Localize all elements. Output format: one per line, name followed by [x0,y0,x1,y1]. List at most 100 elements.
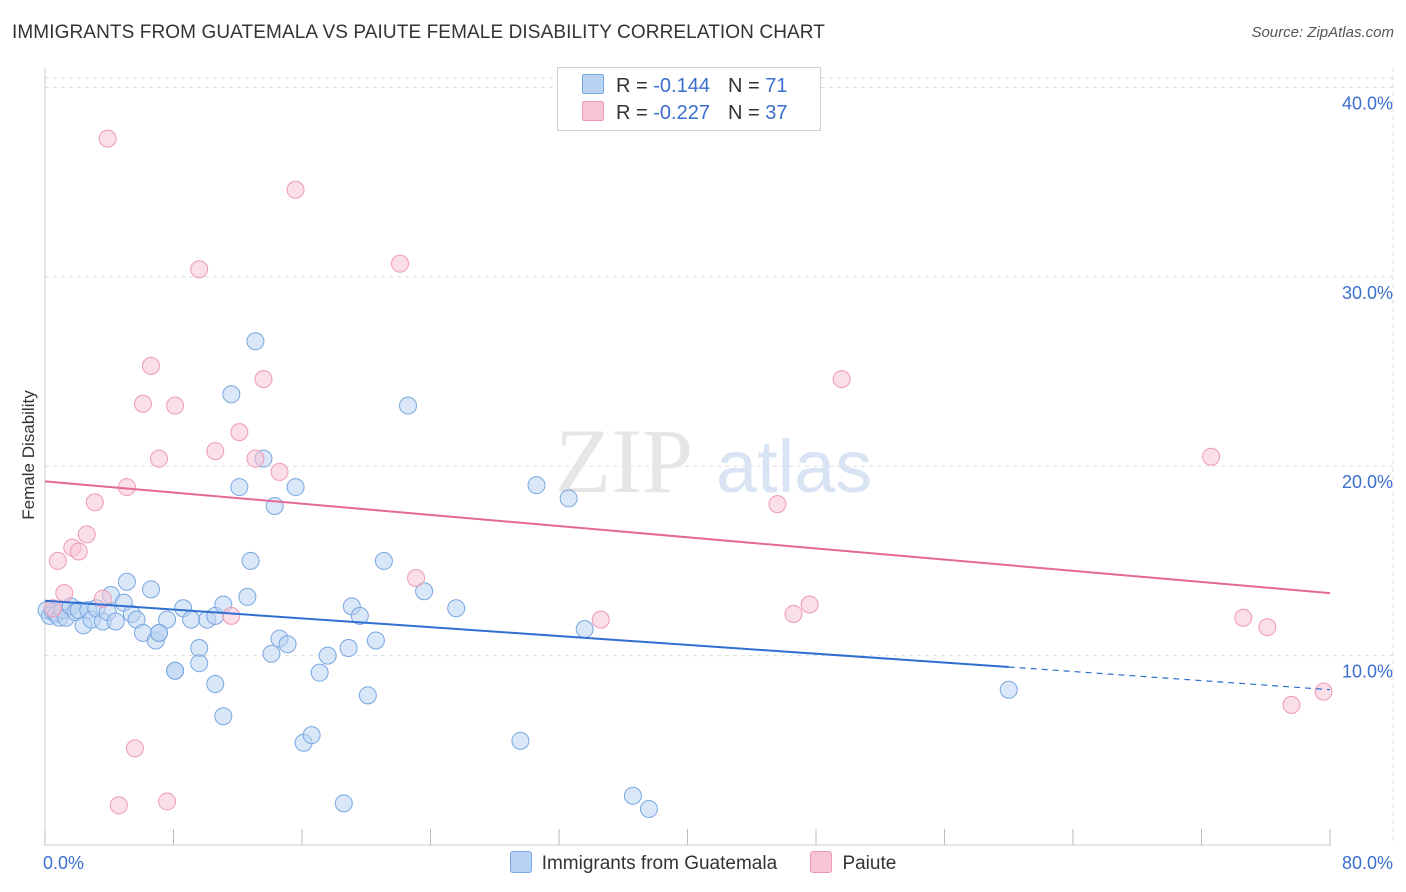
guatemala-point-62 [575,620,594,639]
guatemala-point-60 [527,476,546,495]
paiute-point-7 [93,589,112,608]
paiute-point-25 [390,254,409,273]
legend-swatch-pink [582,101,604,121]
guatemala-point-26 [158,610,177,629]
paiute-point-29 [784,604,803,623]
paiute-point-0 [44,599,63,618]
guatemala-point-52 [350,606,369,625]
paiute-point-19 [222,606,241,625]
x-tick-label-0: 0.0% [43,853,84,873]
legend-label-guatemala: Immigrants from Guatemala [541,853,778,874]
paiute-point-6 [85,493,104,512]
paiute-point-26 [407,568,426,587]
series-guatemala-points [37,332,1018,819]
guatemala-point-19 [117,572,136,591]
watermark-atlas: atlas [716,425,872,508]
paiute-point-8 [98,129,117,148]
chart-title: IMMIGRANTS FROM GUATEMALA VS PAIUTE FEMA… [12,22,825,43]
source-label: Source: ZipAtlas.com [1251,24,1394,41]
guatemala-point-54 [366,631,385,650]
axes [44,68,1331,846]
guatemala-point-65 [999,680,1018,699]
guatemala-point-37 [241,551,260,570]
series-legend: Immigrants from Guatemala Paiute [0,851,1406,875]
guatemala-point-48 [318,646,337,665]
guatemala-point-57 [415,582,434,601]
paiute-point-2 [55,584,74,603]
legend-r-label: R = [616,75,654,97]
legend-item-guatemala[interactable]: Immigrants from Guatemala [509,851,778,875]
paiute-point-12 [133,394,152,413]
paiute-point-24 [286,180,305,199]
paiute-point-17 [190,260,209,279]
legend-n-value: 37 [765,102,788,124]
x-tick-label-1: 80.0% [1342,853,1393,873]
guatemala-point-46 [302,726,321,745]
paiute-point-32 [1202,447,1221,466]
guatemala-point-49 [334,794,353,813]
guatemala-point-61 [559,489,578,508]
guatemala-point-66 [214,707,233,726]
paiute-point-4 [69,542,88,561]
guatemala-trend-line [44,599,1009,668]
paiute-point-1 [48,551,67,570]
legend-n-label: N = [727,75,766,97]
guatemala-point-43 [278,635,297,654]
legend-item-paiute[interactable]: Paiute [810,851,896,875]
stats-legend: R = -0.144 N = 71 R = -0.227 N = 37 [557,67,821,131]
guatemala-point-30 [190,639,209,658]
paiute-point-28 [768,495,787,514]
trend-lines [44,480,1331,691]
paiute-point-16 [166,396,185,415]
paiute-point-18 [206,442,225,461]
guatemala-point-55 [374,551,393,570]
paiute-point-35 [1282,695,1301,714]
tick-labels: 10.0% 20.0% 30.0% 40.0% 0.0% 80.0% [43,93,1393,873]
guatemala-point-58 [447,599,466,618]
paiute-point-14 [150,449,169,468]
legend-swatch-blue [582,74,604,94]
guatemala-point-44 [286,478,305,497]
watermark-zip: ZIP [555,410,693,512]
paiute-point-34 [1258,618,1277,637]
guatemala-point-56 [399,396,418,415]
guatemala-point-64 [639,800,658,819]
guatemala-point-47 [310,663,329,682]
guatemala-point-67 [206,675,225,694]
y-tick-label-1: 20.0% [1342,472,1393,492]
guatemala-point-38 [246,332,265,351]
paiute-point-9 [109,796,128,815]
legend-row-guatemala: R = -0.144 N = 71 [582,74,787,100]
guatemala-point-29 [182,610,201,629]
paiute-point-23 [270,462,289,481]
paiute-point-20 [230,423,249,442]
y-tick-label-2: 30.0% [1342,283,1393,303]
guatemala-point-40 [262,644,281,663]
paiute-point-30 [800,595,819,614]
legend-swatch-pink [810,851,833,873]
paiute-point-5 [77,525,96,544]
legend-r-label: R = [616,102,654,124]
legend-swatch-blue [509,851,532,873]
paiute-point-33 [1234,608,1253,627]
legend-r-value: -0.144 [653,75,710,97]
paiute-point-13 [142,356,161,375]
paiute-trend-line [44,480,1331,595]
guatemala-point-50 [339,639,358,658]
series-paiute-points [44,129,1333,815]
legend-r-value: -0.227 [653,102,710,124]
guatemala-trend-extension [1008,666,1331,691]
paiute-point-21 [246,449,265,468]
guatemala-point-63 [623,786,642,805]
guatemala-point-23 [142,580,161,599]
guatemala-point-69 [166,661,185,680]
y-tick-label-0: 10.0% [1342,662,1393,682]
paiute-point-11 [125,739,144,758]
watermark: ZIP atlas [555,410,872,512]
grid-lines [45,68,1394,845]
legend-row-paiute: R = -0.227 N = 37 [582,101,787,127]
paiute-point-22 [254,370,273,389]
legend-n-label: N = [727,102,766,124]
legend-n-value: 71 [765,75,788,97]
